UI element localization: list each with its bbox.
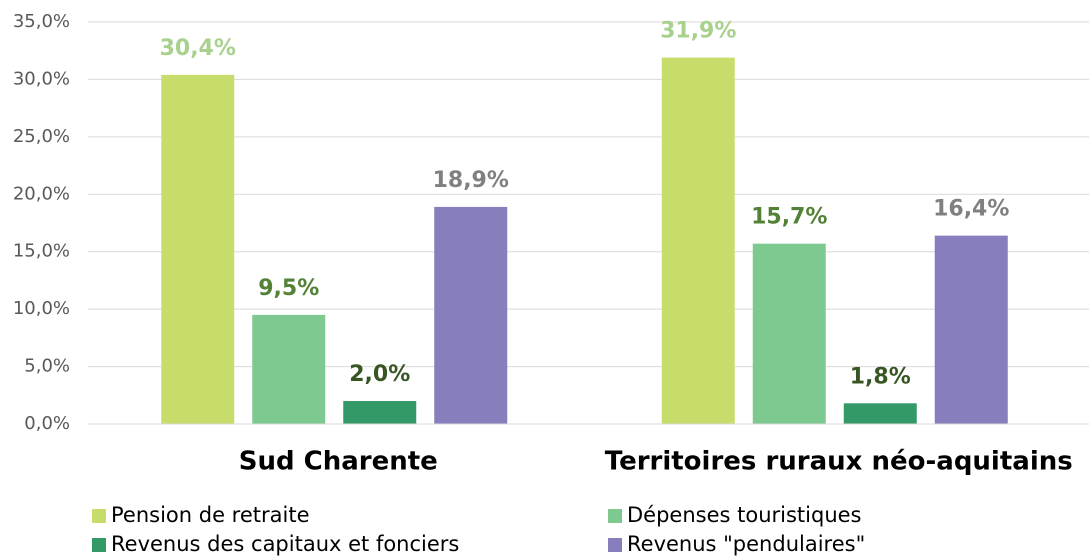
value-label: 9,5%	[258, 276, 319, 301]
legend-swatch	[608, 509, 622, 523]
y-tick-label: 25,0%	[13, 126, 70, 147]
bar	[252, 314, 326, 424]
value-label: 1,8%	[850, 364, 911, 389]
legend-label: Revenus "pendulaires"	[627, 532, 865, 556]
bar	[661, 57, 735, 424]
value-label: 30,4%	[160, 36, 236, 61]
legend-label: Pension de retraite	[111, 503, 310, 527]
legend-swatch	[92, 509, 106, 523]
y-tick-label: 15,0%	[13, 241, 70, 262]
bar	[843, 403, 917, 424]
bar	[343, 401, 417, 424]
legend-swatch	[608, 538, 622, 552]
value-label: 15,7%	[751, 205, 827, 230]
legend-label: Dépenses touristiques	[627, 503, 862, 527]
bar	[161, 74, 235, 424]
y-tick-label: 20,0%	[13, 183, 70, 204]
value-label: 31,9%	[660, 19, 736, 44]
value-label: 16,4%	[933, 197, 1009, 222]
y-tick-label: 10,0%	[13, 298, 70, 319]
y-tick-label: 0,0%	[24, 413, 70, 434]
x-tick-label: Territoires ruraux néo-aquitains	[605, 447, 1073, 477]
legend-swatch	[92, 538, 106, 552]
x-tick-label: Sud Charente	[239, 447, 438, 477]
y-tick-label: 35,0%	[13, 11, 70, 32]
y-tick-label: 30,0%	[13, 68, 70, 89]
bar	[434, 206, 508, 424]
y-tick-label: 5,0%	[24, 356, 70, 377]
bar	[752, 243, 826, 424]
value-label: 18,9%	[433, 168, 509, 193]
value-label: 2,0%	[349, 362, 410, 387]
legend-label: Revenus des capitaux et fonciers	[111, 532, 459, 556]
bar	[934, 235, 1008, 424]
